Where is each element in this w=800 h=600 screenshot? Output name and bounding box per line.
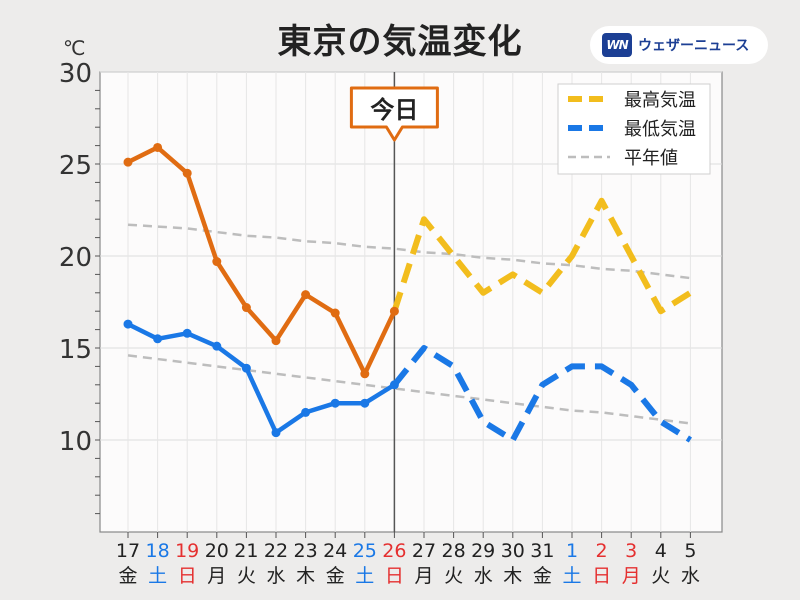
x-day-label: 26 — [382, 540, 406, 562]
max-temp-point — [241, 303, 251, 313]
x-weekday-label: 月 — [414, 565, 433, 587]
chart-title: 東京の気温変化 — [277, 22, 523, 62]
x-day-label: 20 — [205, 540, 229, 562]
x-weekday-label: 水 — [474, 565, 493, 587]
max-temp-point — [212, 257, 222, 267]
x-weekday-label: 月 — [207, 565, 226, 587]
max-temp-point — [182, 168, 192, 178]
x-weekday-label: 日 — [385, 565, 404, 587]
min-temp-point — [241, 363, 251, 373]
x-weekday-label: 火 — [237, 565, 256, 587]
x-weekday-label: 水 — [266, 565, 285, 587]
x-day-label: 29 — [471, 540, 495, 562]
x-day-label: 17 — [116, 540, 140, 562]
y-tick-label: 30 — [59, 59, 92, 89]
legend-box — [557, 83, 711, 175]
x-day-label: 21 — [234, 540, 258, 562]
brand-name: ウェザーニュース — [638, 38, 750, 54]
min-temp-point — [123, 319, 133, 329]
today-callout — [349, 86, 439, 142]
normal-max-line — [127, 223, 691, 280]
x-day-label: 28 — [442, 540, 466, 562]
min-temp-point — [271, 428, 281, 438]
min-temp-point — [360, 398, 370, 408]
min-temp-point — [389, 380, 399, 390]
min-temp-observed-line — [126, 322, 396, 435]
min-temp-point — [212, 341, 222, 351]
brand-badge: WN ウェザーニュース — [590, 26, 768, 64]
min-temp-forecast-line — [392, 345, 692, 443]
max-temp-point — [153, 142, 163, 152]
x-day-label: 31 — [530, 540, 554, 562]
x-day-label: 18 — [146, 540, 170, 562]
x-weekday-label: 火 — [444, 565, 463, 587]
max-temp-point — [389, 306, 399, 316]
min-temp-point — [153, 334, 163, 344]
y-tick-label: 20 — [59, 243, 92, 273]
max-temp-forecast-line — [391, 197, 692, 315]
max-temp-point — [301, 290, 311, 300]
x-weekday-label: 金 — [533, 565, 552, 587]
x-weekday-label: 火 — [651, 565, 670, 587]
y-tick-label: 15 — [59, 335, 92, 365]
x-day-label: 19 — [175, 540, 199, 562]
x-weekday-label: 土 — [148, 565, 167, 587]
brand-logo-icon: WN — [602, 33, 632, 57]
x-weekday-label: 金 — [118, 565, 137, 587]
min-temp-point — [330, 398, 340, 408]
x-weekday-label: 土 — [355, 565, 374, 587]
x-weekday-label: 木 — [296, 565, 315, 587]
x-day-label: 23 — [294, 540, 318, 562]
x-weekday-label: 月 — [622, 565, 641, 587]
x-day-label: 30 — [501, 540, 525, 562]
legend-label: 最低気温 — [624, 119, 696, 140]
x-weekday-label: 木 — [503, 565, 522, 587]
x-day-label: 4 — [655, 540, 667, 562]
x-day-label: 25 — [353, 540, 377, 562]
x-day-label: 3 — [625, 540, 637, 562]
x-day-label: 24 — [323, 540, 347, 562]
max-temp-point — [123, 157, 133, 167]
y-axis-unit: ℃ — [63, 36, 86, 60]
x-weekday-label: 日 — [178, 565, 197, 587]
max-temp-point — [330, 308, 340, 318]
x-weekday-label: 金 — [326, 565, 345, 587]
today-label: 今日 — [370, 96, 418, 124]
y-tick-label: 10 — [59, 427, 92, 457]
legend-label: 最高気温 — [624, 90, 696, 111]
x-weekday-label: 日 — [592, 565, 611, 587]
x-day-label: 1 — [566, 540, 578, 562]
min-temp-point — [301, 407, 311, 417]
x-day-label: 5 — [684, 540, 696, 562]
max-temp-point — [360, 369, 370, 379]
y-tick-label: 25 — [59, 151, 92, 181]
x-weekday-label: 土 — [562, 565, 581, 587]
min-temp-point — [182, 328, 192, 338]
max-temp-observed-line — [126, 145, 397, 377]
x-day-label: 2 — [596, 540, 608, 562]
normal-min-line — [127, 354, 691, 425]
max-temp-point — [271, 336, 281, 346]
x-day-label: 27 — [412, 540, 436, 562]
x-weekday-label: 水 — [681, 565, 700, 587]
legend-label: 平年値 — [624, 148, 678, 169]
x-day-label: 22 — [264, 540, 288, 562]
